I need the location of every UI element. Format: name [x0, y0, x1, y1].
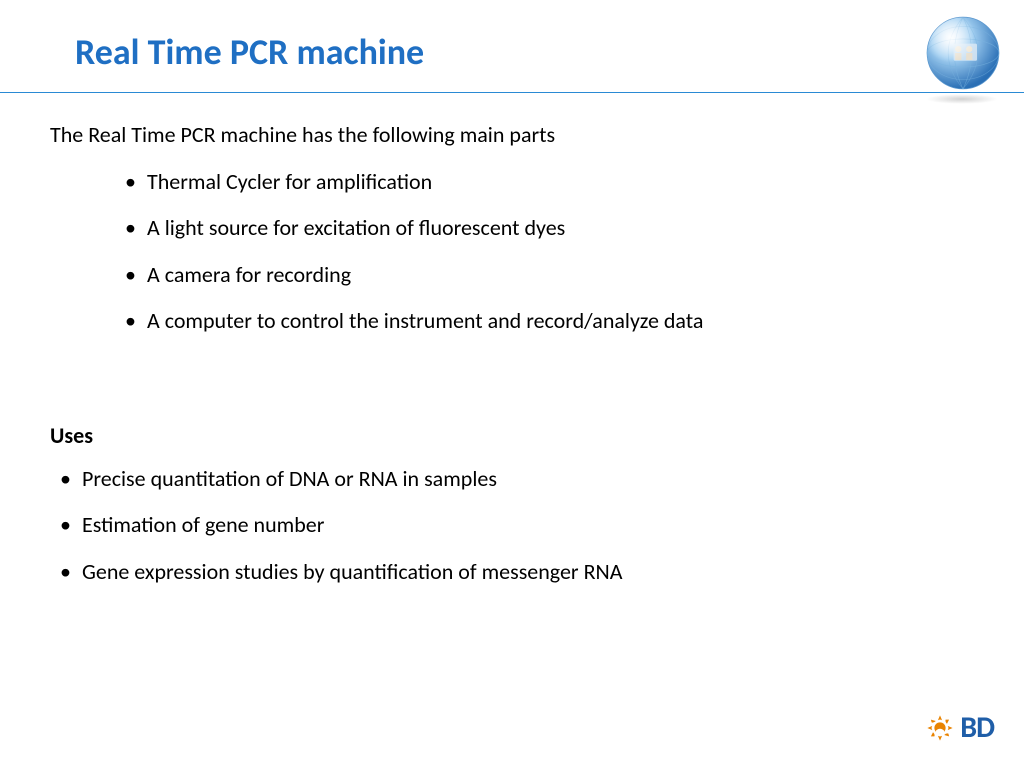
slide-title: Real Time PCR machine — [75, 30, 1024, 74]
intro-text: The Real Time PCR machine has the follow… — [50, 121, 974, 150]
list-item: Estimation of gene number — [60, 511, 974, 540]
list-item: A computer to control the instrument and… — [125, 307, 974, 336]
list-item: A light source for excitation of fluores… — [125, 214, 974, 243]
uses-heading: Uses — [50, 422, 974, 451]
globe-icon — [924, 14, 1002, 92]
uses-list: Precise quantitation of DNA or RNA in sa… — [50, 465, 974, 587]
bd-logo-icon — [926, 714, 954, 742]
main-parts-list: Thermal Cycler for amplification A light… — [50, 168, 974, 336]
bd-logo: BD — [926, 709, 994, 746]
list-item: Gene expression studies by quantificatio… — [60, 558, 974, 587]
list-item: Precise quantitation of DNA or RNA in sa… — [60, 465, 974, 494]
list-item: A camera for recording — [125, 261, 974, 290]
bd-logo-text: BD — [960, 709, 994, 746]
list-item: Thermal Cycler for amplification — [125, 168, 974, 197]
slide-header: Real Time PCR machine — [0, 0, 1024, 74]
globe-shadow — [926, 94, 998, 104]
slide-body: The Real Time PCR machine has the follow… — [0, 93, 1024, 586]
